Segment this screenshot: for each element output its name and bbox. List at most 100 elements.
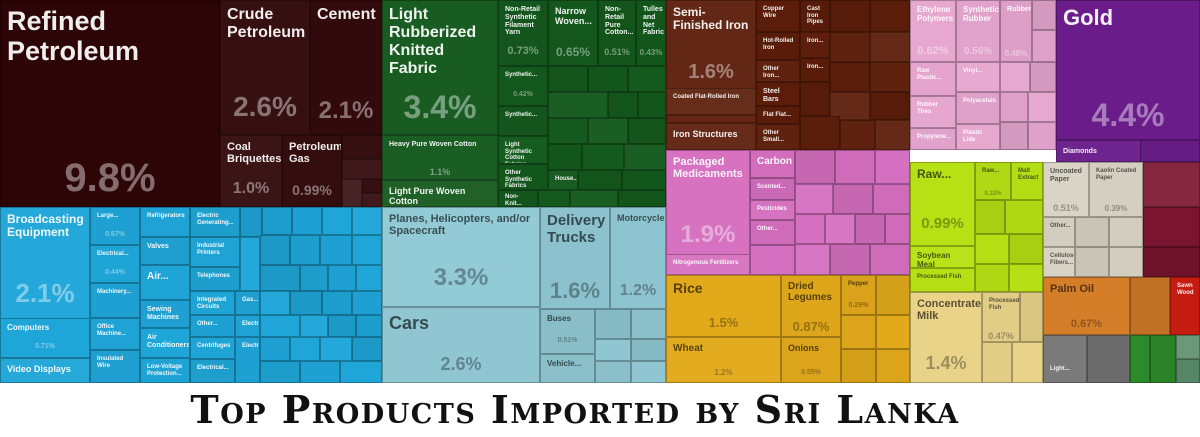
treemap-tile bbox=[870, 62, 910, 92]
treemap-tile bbox=[328, 315, 356, 337]
tile-value: 0.44% bbox=[105, 269, 125, 276]
tile-label: Other Synthetic Fabrics bbox=[505, 170, 533, 190]
treemap-tile bbox=[795, 184, 833, 214]
treemap-tile-coal-briquettes: Coal Briquettes 1.0% bbox=[220, 135, 282, 207]
tile-value: 0.71% bbox=[35, 343, 55, 350]
treemap-tile-delivery-trucks: Delivery Trucks 1.6% bbox=[540, 207, 610, 309]
tile-label: Non-Retail Pure Cotton... bbox=[605, 6, 634, 37]
treemap-tile-synthetic: Synthetic... 0.42% bbox=[498, 66, 548, 106]
treemap-tile bbox=[1012, 342, 1043, 383]
treemap-tile bbox=[320, 235, 352, 265]
treemap-tile bbox=[548, 118, 588, 144]
treemap-tile bbox=[855, 214, 885, 244]
tile-label: Malt Extract bbox=[1018, 168, 1039, 181]
treemap-tile-ethylene-polymers: Ethylene Polymers 0.62% bbox=[910, 0, 956, 62]
treemap-tile bbox=[588, 118, 628, 144]
tile-label: Narrow Woven... bbox=[555, 6, 592, 27]
treemap-tile-sawn-wood: Sawn Wood bbox=[1170, 277, 1200, 335]
treemap-tile bbox=[841, 349, 876, 383]
treemap-tile bbox=[870, 0, 910, 32]
treemap-tile bbox=[262, 207, 292, 235]
treemap-tile bbox=[1030, 62, 1056, 92]
tile-label: Steel Bars bbox=[763, 88, 780, 103]
treemap-tile bbox=[1000, 92, 1028, 122]
treemap-tile bbox=[1130, 335, 1150, 383]
treemap-tile bbox=[1075, 217, 1109, 247]
tile-value: 0.51% bbox=[1053, 203, 1079, 213]
treemap-tile bbox=[1028, 92, 1056, 122]
tile-label: Diamonds bbox=[1063, 148, 1097, 155]
treemap-tile bbox=[873, 184, 910, 214]
tile-label: Gas... bbox=[242, 297, 259, 303]
treemap-tile-gas: Gas... bbox=[235, 291, 260, 315]
treemap-tile bbox=[631, 309, 666, 339]
treemap-tile bbox=[876, 349, 910, 383]
treemap-tile-hot-rolled-iron: Hot-Rolled Iron bbox=[756, 32, 800, 60]
treemap-tile bbox=[342, 135, 382, 159]
treemap-tile-electric-generating: Electric Generating... bbox=[190, 207, 240, 237]
treemap-tile-centrifuges: Centrifuges bbox=[190, 337, 235, 359]
tile-label: Non- Knit... bbox=[505, 194, 522, 207]
treemap-tile bbox=[240, 207, 262, 237]
treemap-tile-non-knit: Non- Knit... bbox=[498, 190, 538, 207]
treemap-tile bbox=[1009, 234, 1043, 264]
treemap-tile-tulles-and-net-fabric: Tulles and Net Fabric 0.43% bbox=[636, 0, 666, 66]
treemap-tile bbox=[300, 315, 328, 337]
treemap-tile-crude-petroleum: Crude Petroleum 2.6% bbox=[220, 0, 310, 135]
treemap-tile-dried-legumes: Dried Legumes 0.87% bbox=[781, 275, 841, 337]
tile-value: 0.48% bbox=[1004, 49, 1028, 58]
treemap-tile-palm-oil: Palm Oil 0.67% bbox=[1043, 277, 1130, 335]
tile-label: Kaolin Coated Paper bbox=[1096, 168, 1137, 181]
treemap-tile bbox=[1000, 62, 1030, 92]
treemap-tile-processed-fish: Processed Fish 0.47% bbox=[982, 292, 1020, 342]
treemap-tile-kaolin-coated-paper: Kaolin Coated Paper 0.39% bbox=[1089, 162, 1143, 217]
tile-label: Non-Retail Synthetic Filament Yarn bbox=[505, 6, 540, 37]
tile-label: Refined Petroleum bbox=[7, 6, 140, 67]
tile-label: Packaged Medicaments bbox=[673, 156, 743, 181]
tile-label: Electric Generating... bbox=[197, 213, 234, 226]
tile-label: Light Pure Woven Cotton bbox=[389, 186, 466, 207]
tile-label: Other Small... bbox=[763, 130, 785, 143]
treemap-tile bbox=[1028, 122, 1056, 150]
treemap-tile-iron-structures: Iron Structures bbox=[666, 123, 756, 150]
treemap-tile-flat-flat: Flat Flat... bbox=[756, 106, 800, 124]
treemap-tile-large: Large... 0.67% bbox=[90, 207, 140, 245]
tile-value: 0.47% bbox=[988, 331, 1014, 341]
tile-label: Pesticides bbox=[757, 206, 787, 212]
treemap-tile-iron: Iron... bbox=[800, 58, 830, 82]
treemap-tile bbox=[975, 234, 1009, 264]
treemap-tile-office-machine: Office Machine... bbox=[90, 318, 140, 350]
treemap-tile bbox=[870, 92, 910, 120]
treemap-tile-electrical: Electrical... 0.44% bbox=[90, 245, 140, 283]
tile-label: Tulles and Net Fabric bbox=[643, 6, 665, 37]
treemap-tile bbox=[260, 265, 300, 291]
treemap-tile bbox=[870, 244, 910, 275]
tile-value: 1.2% bbox=[714, 368, 733, 377]
treemap-tile-cellulose-fibers: Cellulose Fibers... bbox=[1043, 247, 1075, 277]
treemap-tile-motorcycles: Motorcycles 1.2% bbox=[610, 207, 666, 309]
treemap-tile-raw: Raw... 0.32% bbox=[975, 162, 1011, 200]
tile-label: Uncoated Paper bbox=[1050, 168, 1082, 183]
tile-value: 1.0% bbox=[232, 180, 270, 197]
tile-value: 1.4% bbox=[925, 353, 967, 373]
treemap-tile bbox=[1140, 140, 1200, 162]
treemap-tile-cement: Cement 2.1% bbox=[310, 0, 382, 135]
treemap-tile-iron: Iron... bbox=[800, 32, 830, 58]
treemap-tile bbox=[1075, 247, 1109, 277]
tile-label: Raw... bbox=[982, 168, 1000, 174]
treemap-tile bbox=[352, 337, 382, 361]
treemap-tile-pesticides: Pesticides bbox=[750, 200, 795, 220]
tile-label: Machinery... bbox=[97, 289, 132, 295]
treemap-tile bbox=[595, 309, 631, 339]
tile-label: Rubber Tires bbox=[917, 102, 938, 115]
treemap-tile bbox=[260, 361, 300, 383]
tile-label: Copper Wire bbox=[763, 6, 784, 19]
tile-label: Concentrated Milk bbox=[917, 298, 982, 323]
treemap-tile-light-pure-woven-cotton: Light Pure Woven Cotton bbox=[382, 180, 498, 207]
tile-value: 2.6% bbox=[233, 91, 297, 122]
treemap-tile-scented: Scented... bbox=[750, 178, 795, 200]
treemap-tile-insulated-wire: Insulated Wire bbox=[90, 350, 140, 383]
tile-label: Other... bbox=[197, 321, 218, 327]
tile-value: 1.6% bbox=[549, 278, 601, 303]
treemap-tile-vehicle: Vehicle... bbox=[540, 354, 595, 383]
